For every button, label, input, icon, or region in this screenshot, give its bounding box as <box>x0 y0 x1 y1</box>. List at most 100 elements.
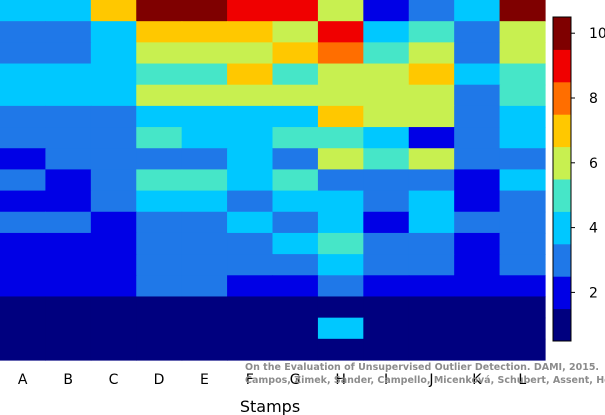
heatmap-cell <box>272 0 319 22</box>
heatmap-cell <box>363 148 410 171</box>
colorbar-tick-label: 10 <box>589 26 605 42</box>
heatmap-cell <box>317 105 364 128</box>
colorbar-swatch <box>553 276 571 310</box>
heatmap-cell <box>181 232 228 255</box>
heatmap-cell <box>272 232 319 255</box>
colorbar-swatch <box>553 49 571 83</box>
colorbar-swatch <box>553 211 571 245</box>
heatmap-cell <box>454 232 501 255</box>
heatmap-cell <box>227 42 274 65</box>
heatmap-cell <box>0 105 47 128</box>
heatmap-cell <box>90 169 137 192</box>
heatmap-cell <box>272 84 319 107</box>
heatmap-cell <box>454 42 501 65</box>
heatmap-cell <box>499 275 546 298</box>
heatmap-cell <box>408 338 455 361</box>
heatmap-cell <box>181 317 228 340</box>
heatmap-cell <box>136 0 183 22</box>
heatmap-cell <box>45 127 92 149</box>
heatmap-cell <box>317 211 364 234</box>
heatmap-cell <box>408 21 455 43</box>
heatmap-cell <box>45 63 92 86</box>
x-tick-label: K <box>472 372 482 388</box>
heatmap-cell <box>499 105 546 128</box>
heatmap-cell <box>0 317 47 340</box>
heatmap-cell <box>136 211 183 234</box>
heatmap-cell <box>499 169 546 192</box>
heatmap-cell <box>136 148 183 171</box>
heatmap-cell <box>317 317 364 340</box>
heatmap-cell <box>45 105 92 128</box>
heatmap-cell <box>136 317 183 340</box>
heatmap-cell <box>272 338 319 361</box>
x-tick-label: C <box>109 372 119 388</box>
colorbar-swatch <box>553 179 571 212</box>
colorbar-swatch <box>553 17 571 50</box>
heatmap-cell <box>45 275 92 298</box>
heatmap-cell <box>363 254 410 276</box>
colorbar-swatch <box>553 81 571 115</box>
heatmap-cell <box>136 169 183 192</box>
heatmap-cell <box>227 338 274 361</box>
heatmap-cell <box>272 63 319 86</box>
heatmap-cell <box>0 63 47 86</box>
heatmap-cell <box>363 42 410 65</box>
colorbar-tick-label: 2 <box>589 285 598 301</box>
colorbar-swatch <box>553 308 571 342</box>
heatmap-cell <box>317 296 364 319</box>
heatmap-cell <box>408 148 455 171</box>
heatmap-cell <box>317 169 364 192</box>
heatmap-cell <box>0 169 47 192</box>
heatmap-cell <box>408 42 455 65</box>
heatmap-cell <box>45 338 92 361</box>
heatmap-cell <box>317 190 364 213</box>
heatmap-cell <box>272 254 319 276</box>
heatmap-cell <box>90 148 137 171</box>
heatmap-cell <box>499 148 546 171</box>
heatmap-cell <box>454 296 501 319</box>
heatmap-cell <box>408 190 455 213</box>
heatmap-cell <box>408 254 455 276</box>
heatmap-cell <box>136 21 183 43</box>
heatmap-cell <box>408 63 455 86</box>
heatmap-cell <box>0 232 47 255</box>
heatmap-cell <box>408 232 455 255</box>
heatmap-cell <box>408 275 455 298</box>
colorbar-frame <box>552 16 572 342</box>
heatmap-cell <box>272 127 319 149</box>
heatmap-cell <box>408 169 455 192</box>
heatmap-cell <box>0 0 47 22</box>
heatmap-cell <box>363 338 410 361</box>
heatmap-cell <box>90 317 137 340</box>
heatmap-cell <box>45 296 92 319</box>
heatmap-cell <box>181 275 228 298</box>
heatmap-cell <box>227 21 274 43</box>
heatmap-cell <box>0 21 47 43</box>
heatmap-cell <box>181 84 228 107</box>
heatmap-cell <box>136 84 183 107</box>
heatmap-cell <box>454 84 501 107</box>
colorbar: 2 4 6 8 10 <box>552 16 605 342</box>
heatmap-cell <box>90 63 137 86</box>
heatmap-cell <box>499 63 546 86</box>
heatmap-cell <box>181 296 228 319</box>
heatmap-cell <box>45 317 92 340</box>
x-tick-label: B <box>63 372 73 388</box>
heatmap-cell <box>181 190 228 213</box>
heatmap-cell <box>408 211 455 234</box>
heatmap-cell <box>454 211 501 234</box>
heatmap-cell <box>45 0 92 22</box>
heatmap-cell <box>0 275 47 298</box>
heatmap-cell <box>45 21 92 43</box>
heatmap-cell <box>0 296 47 319</box>
heatmap-cell <box>90 190 137 213</box>
heatmap-cell <box>454 190 501 213</box>
heatmap-cell <box>136 190 183 213</box>
heatmap-cell <box>317 84 364 107</box>
heatmap-cell <box>90 338 137 361</box>
heatmap-cell <box>136 232 183 255</box>
heatmap-cell <box>136 127 183 149</box>
heatmap-cell <box>181 63 228 86</box>
heatmap-cell <box>317 232 364 255</box>
credit-line-1: On the Evaluation of Unsupervised Outlie… <box>245 362 599 373</box>
